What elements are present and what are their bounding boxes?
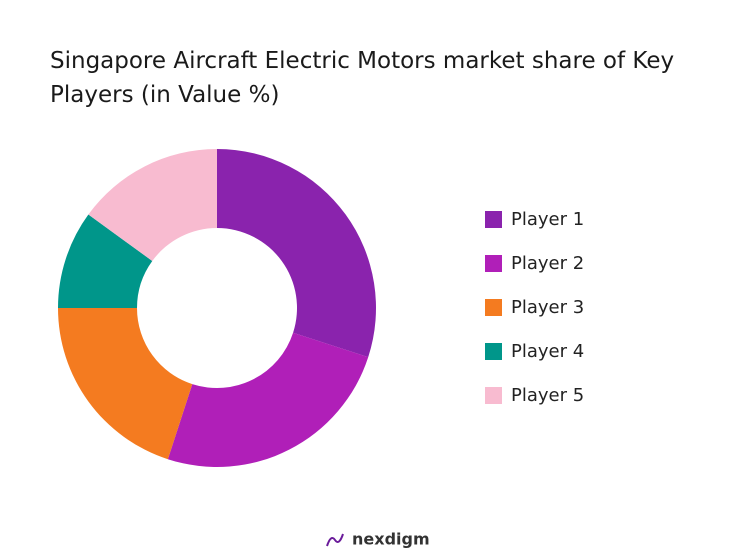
slice (58, 214, 153, 308)
legend-label: Player 1 (511, 209, 584, 230)
legend-label: Player 3 (511, 297, 584, 318)
slice (88, 149, 217, 261)
brand-logo (326, 533, 344, 547)
legend-swatch (485, 255, 502, 272)
legend-swatch (485, 299, 502, 316)
slice (58, 308, 193, 460)
chart-title: Singapore Aircraft Electric Motors marke… (50, 48, 675, 108)
legend-swatch (485, 211, 502, 228)
brand-name: nexdigm (352, 530, 430, 549)
slice (217, 149, 376, 358)
legend-swatch (485, 387, 502, 404)
legend-label: Player 4 (511, 341, 584, 362)
legend-label: Player 2 (511, 253, 584, 274)
slice (167, 332, 369, 467)
legend-label: Player 5 (511, 385, 584, 406)
legend-swatch (485, 343, 502, 360)
